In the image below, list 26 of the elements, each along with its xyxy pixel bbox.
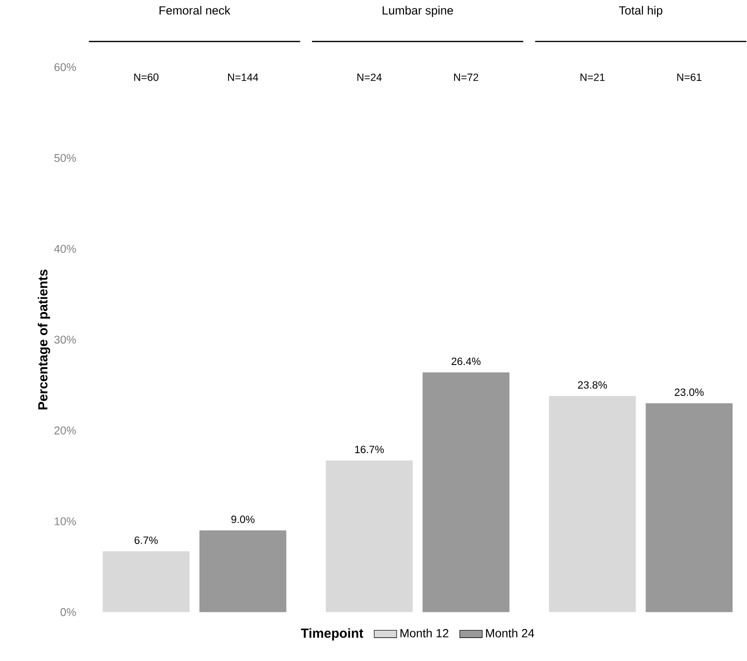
x-tick-label: N=60 — [134, 74, 158, 82]
y-tick-label: 0% — [60, 608, 76, 616]
data-label: 23.8% — [578, 381, 607, 389]
data-label: 16.7% — [355, 446, 384, 454]
x-tick-label: N=144 — [228, 74, 258, 82]
y-tick-label: 40% — [54, 245, 76, 253]
legend-label: Month 24 — [486, 628, 534, 638]
data-label: 23.0% — [674, 388, 704, 396]
y-tick-label: 50% — [54, 154, 76, 162]
x-tick-label: N=61 — [677, 74, 702, 82]
y-tick-label: 30% — [54, 336, 76, 344]
y-tick-label: 20% — [54, 426, 76, 435]
chart-title: Femoral neck — [160, 6, 230, 15]
data-label: 9.0% — [231, 516, 254, 524]
y-tick-label: 60% — [54, 63, 76, 72]
data-label: 6.7% — [134, 536, 158, 544]
legend-label: Month 12 — [400, 628, 448, 638]
chart-title: Lumbar spine — [382, 6, 453, 18]
legend-title: Timepoint — [300, 628, 364, 641]
x-tick-label: N=24 — [357, 74, 382, 82]
x-tick-label: N=72 — [454, 74, 478, 82]
data-label: 26.4% — [452, 358, 481, 366]
x-tick-label: N=21 — [580, 74, 605, 82]
chart-title: Total hip — [618, 6, 662, 18]
y-tick-label: 10% — [54, 518, 76, 526]
y-axis-title: Percentage of patients — [38, 270, 50, 410]
